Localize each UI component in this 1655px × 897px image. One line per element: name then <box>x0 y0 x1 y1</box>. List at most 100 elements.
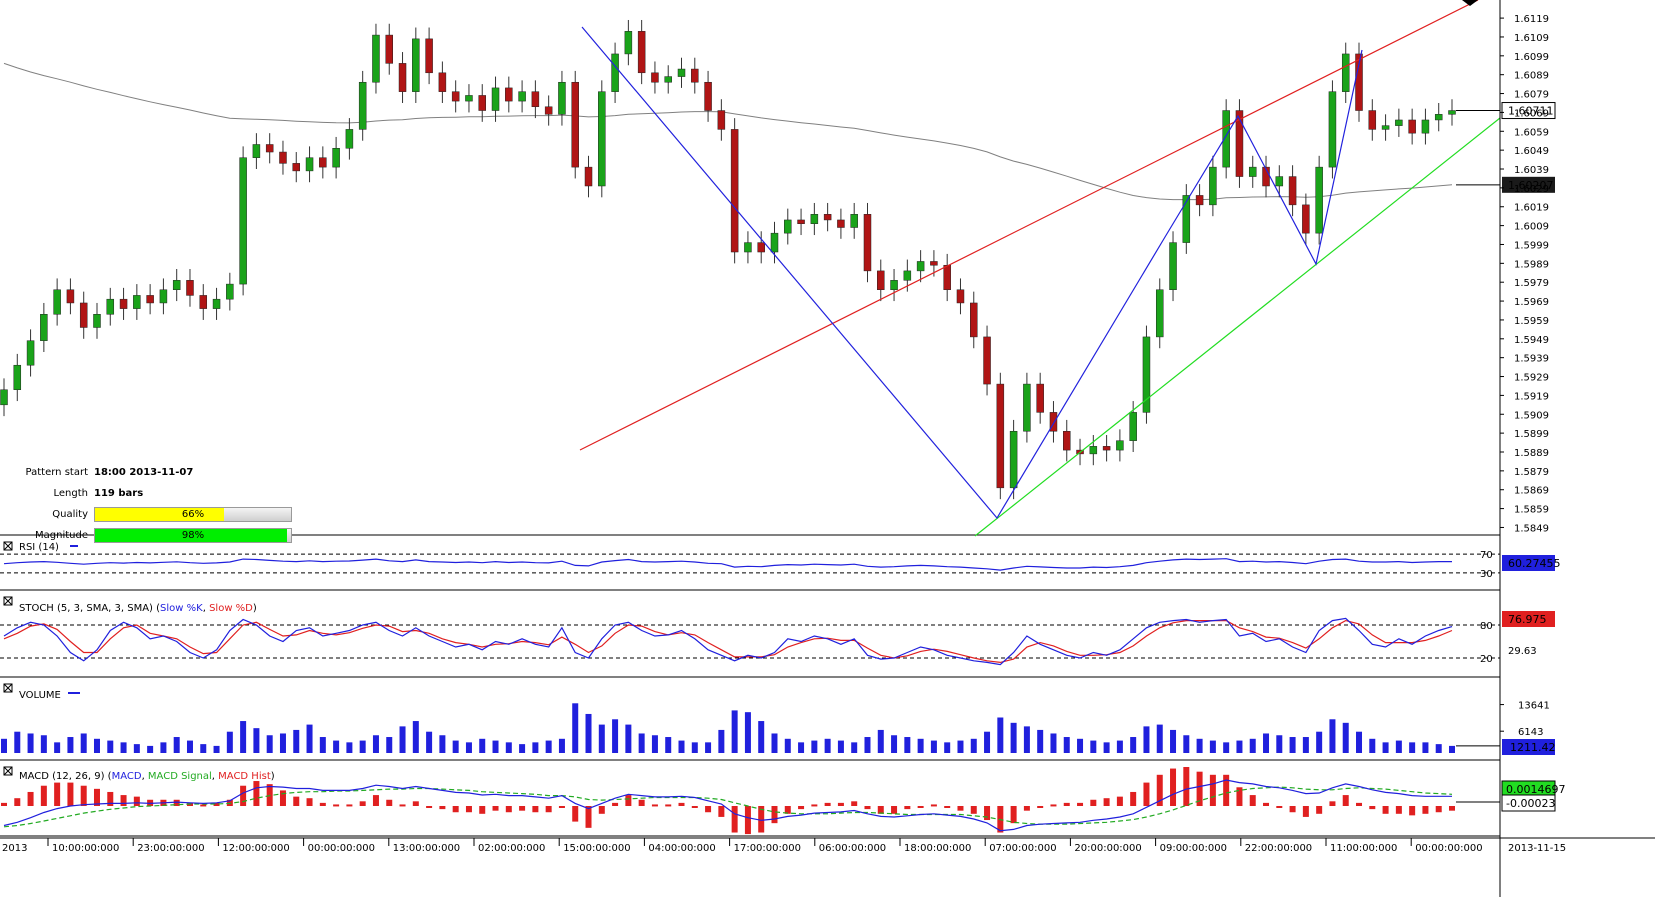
macd-hist-bar <box>1263 802 1270 806</box>
macd-hist-bar <box>1077 802 1084 806</box>
candle-body <box>584 166 593 187</box>
candle-body <box>372 34 380 83</box>
macd-hist-bar <box>638 799 645 806</box>
rsi-value-label: 60.27455 <box>1508 557 1561 570</box>
macd-hist-bar <box>877 806 884 814</box>
candle-body <box>810 214 819 224</box>
candle-body <box>478 95 486 111</box>
support-trendline <box>974 117 1501 537</box>
y-tick-label: 1.5849 <box>1514 523 1549 534</box>
candle-body <box>983 336 991 385</box>
volume-bar <box>306 724 313 753</box>
stoch-value-label: 76.975 <box>1508 613 1547 626</box>
volume-bar <box>638 733 645 753</box>
macd-hist-bar <box>1382 806 1389 814</box>
candle-body <box>1102 446 1111 451</box>
volume-value-label: 1211.42 <box>1510 741 1556 754</box>
volume-bar <box>505 742 512 753</box>
volume-bar <box>651 735 658 753</box>
volume-bar <box>784 738 791 753</box>
y-tick-label: 1.6049 <box>1514 146 1549 157</box>
candle-body <box>319 157 327 168</box>
volume-bar <box>944 742 951 753</box>
volume-bar <box>107 740 114 753</box>
macd-hist-bar <box>1050 804 1057 807</box>
volume-bar <box>1010 722 1017 753</box>
macd-title-params: MACD (12, 26, 9) ( <box>19 771 112 782</box>
y-tick-label: 1.6059 <box>1514 127 1549 138</box>
candle-body <box>119 298 128 309</box>
volume-bar <box>705 742 712 753</box>
volume-bar <box>1263 733 1270 753</box>
macd-hist-bar <box>492 806 499 811</box>
stoch-d-legend: Slow %D <box>209 603 253 614</box>
macd-hist-bar <box>585 806 592 828</box>
macd-panel-close-x2 <box>3 766 13 776</box>
candle-body <box>956 289 965 304</box>
volume-bar <box>1050 733 1057 753</box>
macd-hist-bar <box>54 782 61 806</box>
candle-body <box>292 163 301 172</box>
volume-bar <box>837 740 844 753</box>
volume-tick-label: 13641 <box>1518 701 1550 712</box>
macd-hist-bar <box>1143 782 1150 806</box>
macd-hist-bar <box>1236 787 1243 806</box>
volume-bar <box>1037 729 1044 753</box>
candle-body <box>199 295 208 309</box>
macd-hist-bar <box>572 806 579 822</box>
candle-body <box>890 280 898 291</box>
volume-bar <box>27 733 34 753</box>
macd-legend: MACD <box>112 771 142 782</box>
candle-body <box>1155 289 1164 338</box>
macd-hist-bar <box>705 806 712 813</box>
candle-body <box>1182 195 1191 243</box>
macd-hist-bar <box>917 806 924 808</box>
volume-bar <box>133 744 140 753</box>
volume-bar <box>930 740 937 753</box>
volume-bar <box>558 738 565 753</box>
volume-bar <box>877 729 884 753</box>
macd-hist-bar <box>1023 806 1030 811</box>
length-label: Length <box>53 488 89 499</box>
volume-bar <box>213 745 220 753</box>
pattern-start-row: Pattern start 18:00 2013-11-07 <box>18 462 292 483</box>
volume-bar <box>612 719 619 753</box>
macd-legend-close: ) <box>271 771 275 782</box>
macd-hist-bar <box>1289 806 1296 813</box>
candle-body <box>425 38 433 74</box>
pattern-arrow-marker <box>1462 0 1478 6</box>
x-tick-label: 18:00:00:000 <box>904 843 971 854</box>
macd-hist-bar <box>1090 799 1097 806</box>
rsi-level-label: 30 <box>1480 569 1493 580</box>
candle-body <box>797 219 805 224</box>
candle-body <box>1408 119 1416 134</box>
rsi-title: RSI (14) <box>19 542 59 553</box>
macd-hist-bar <box>399 804 406 807</box>
candle-body <box>1421 119 1430 134</box>
macd-legend-sep2: , <box>212 771 218 782</box>
candle-body <box>1381 125 1390 130</box>
volume-bar <box>14 731 21 753</box>
y-tick-label: 1.5899 <box>1514 429 1549 440</box>
macd-hist-bar <box>40 785 47 806</box>
pattern-start-value: 18:00 2013-11-07 <box>94 467 194 478</box>
stoch-value-box <box>1502 611 1555 627</box>
candle-body <box>730 129 739 253</box>
macd-hist-bar <box>27 791 34 806</box>
magnitude-percent: 98% <box>181 530 205 541</box>
y-tick-label: 1.5979 <box>1514 278 1549 289</box>
ma-price-box <box>1502 176 1555 193</box>
volume-bar <box>319 737 326 753</box>
x-tick-label: 23:00:00:000 <box>137 843 204 854</box>
macd-hist-bar <box>1329 801 1336 806</box>
macd-hist-bar <box>904 806 911 810</box>
y-tick-label: 1.5909 <box>1514 410 1549 421</box>
candle-body <box>1235 110 1244 177</box>
volume-bar <box>439 735 446 753</box>
stoch-panel: STOCH (5, 3, SMA, 3, SMA) (Slow %K, Slow… <box>0 596 1555 678</box>
volume-bar <box>585 713 592 753</box>
volume-bar <box>1422 742 1429 753</box>
quality-bar: 66% <box>94 507 292 522</box>
